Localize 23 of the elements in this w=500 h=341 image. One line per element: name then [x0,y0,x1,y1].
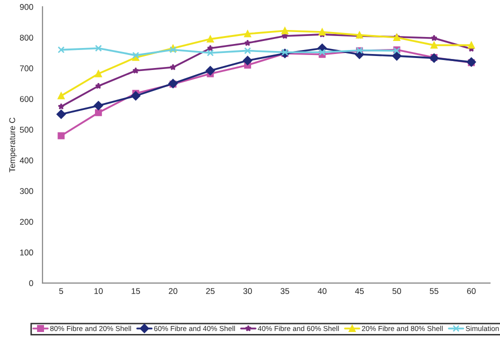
x-tick-label: 30 [243,288,252,294]
y-axis-title: Temperature C [9,118,17,172]
y-tick-label: 100 [20,250,34,256]
x-tick-label: 40 [318,288,326,294]
x-tick-label: 60 [467,288,476,294]
y-tick-label: 0 [29,280,34,286]
y-tick-label: 700 [20,65,34,72]
x-tick-label: 20 [168,288,178,294]
x-tick-label: 45 [355,288,364,294]
x-tick-label: 15 [132,288,140,294]
y-tick-label: 800 [20,34,34,41]
x-tick-label: 10 [94,288,103,294]
y-tick-label: 500 [20,126,34,133]
y-tick-label: 200 [20,218,34,225]
y-tick-label: 900 [20,4,34,10]
x-tick-label: 55 [430,288,438,294]
y-tick-label: 600 [20,96,34,102]
x-tick-label: 25 [206,288,215,294]
y-tick-label: 400 [20,157,34,164]
y-tick-label: 300 [20,188,34,194]
x-tick-label: 35 [280,288,290,294]
x-tick-label: 5 [59,288,64,294]
x-tick-label: 50 [392,288,402,294]
